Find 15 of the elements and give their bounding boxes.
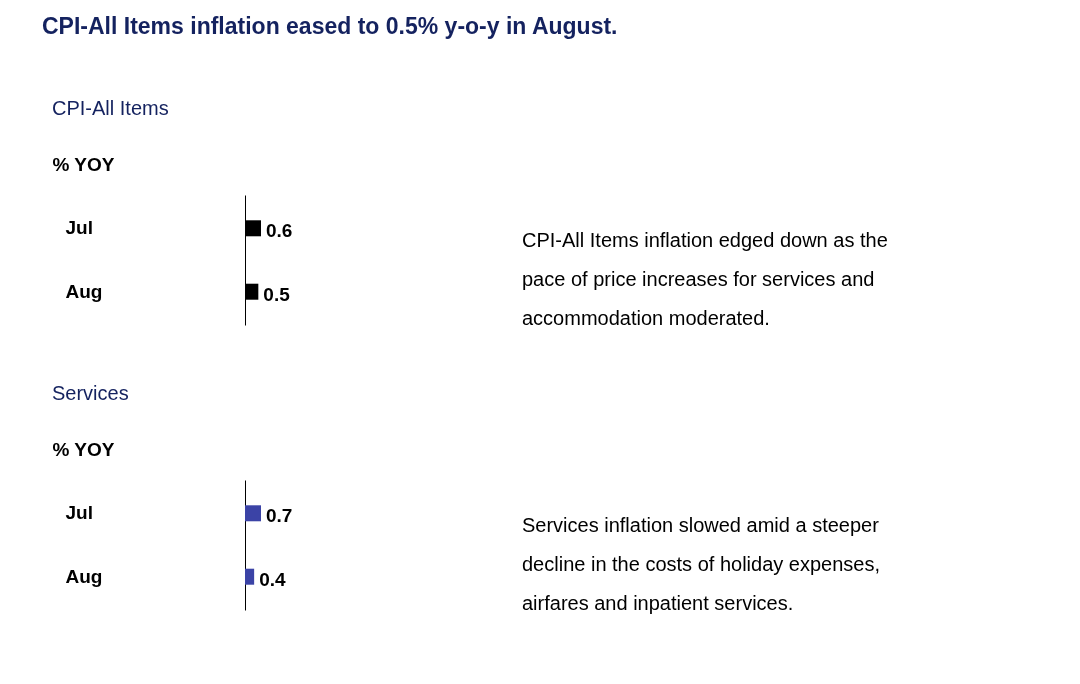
text: CPI-All Items inflation edged down as the pace of price increases for services and accommodation moderated. xyxy=(522,229,888,329)
y-tick-label: Jul xyxy=(65,217,93,239)
data-label: 0.4 xyxy=(259,568,286,590)
data-label: 0.7 xyxy=(266,505,293,527)
y-axis-title: % YOY xyxy=(52,153,115,175)
chart-title: CPI-All Items xyxy=(52,97,169,119)
y-axis-title: % YOY xyxy=(52,438,115,460)
text: CPI-All Items inflation eased to 0.5% y-o-y in August. xyxy=(42,13,618,39)
y-tick-label: Aug xyxy=(65,565,103,587)
y-tick-label: Jul xyxy=(65,502,93,524)
data-label: 0.5 xyxy=(263,283,291,305)
chart-title: Services xyxy=(52,382,129,404)
text: Services inflation slowed amid a steeper decline in the costs of holiday expenses, airfares and inpatient services. xyxy=(522,514,880,614)
y-tick-label: Aug xyxy=(65,280,103,302)
data-label: 0.6 xyxy=(266,220,293,242)
